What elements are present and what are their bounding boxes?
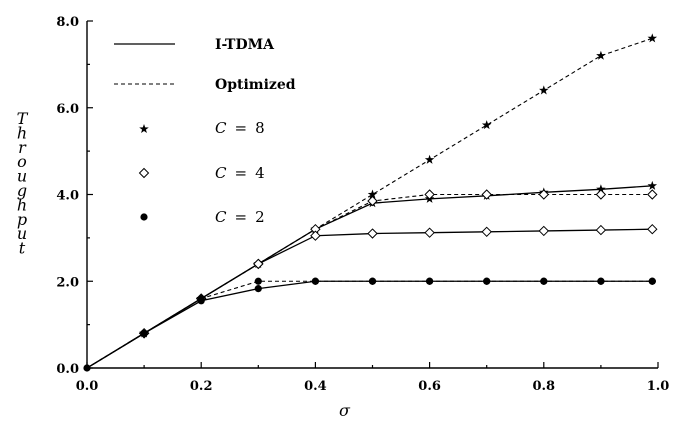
x-ticks: 0.0 0.2 0.4 0.6 0.8 1.0 xyxy=(76,362,670,394)
diamond-marker xyxy=(595,224,607,236)
legend-c4-var: C xyxy=(215,164,227,182)
circle-marker xyxy=(254,277,262,285)
diamond-marker xyxy=(647,223,658,235)
legend: I-TDMA Optimized C = 8 C = 4 C = 2 xyxy=(114,37,296,226)
x-tick-label: 0.8 xyxy=(532,379,555,394)
diamond-marker xyxy=(481,189,492,200)
star-marker xyxy=(481,120,492,130)
series-line-c4-i-tdma xyxy=(86,228,653,369)
star-marker xyxy=(647,180,658,190)
y-title-letter: T xyxy=(17,109,29,128)
diamond-marker xyxy=(424,189,435,200)
legend-label-optimized: Optimized xyxy=(215,77,296,93)
diamond-marker xyxy=(647,189,658,200)
series-line-c8-optimized xyxy=(86,37,653,369)
y-tick-label: 6.0 xyxy=(56,102,79,117)
legend-c8-value: 8 xyxy=(255,119,265,137)
circle-marker xyxy=(648,277,656,285)
y-tick-label: 4.0 xyxy=(56,189,79,204)
diamond-marker xyxy=(138,167,150,179)
diamond-marker xyxy=(595,189,607,200)
circle-marker xyxy=(83,364,91,372)
legend-c8-var: C xyxy=(215,119,227,137)
circle-marker xyxy=(597,277,605,285)
diamond-marker xyxy=(310,230,321,241)
series-markers xyxy=(83,33,658,372)
y-title-letter: r xyxy=(18,138,27,157)
y-ticks: 0.0 2.0 4.0 6.0 8.0 xyxy=(56,15,93,377)
circle-marker xyxy=(540,277,548,285)
y-title-letter: o xyxy=(17,152,27,171)
legend-c4-value: 4 xyxy=(255,164,265,182)
circle-marker xyxy=(197,297,205,305)
legend-label-c2: C = 2 xyxy=(215,208,265,226)
y-title-letter: u xyxy=(17,167,27,186)
series-line-c2-i-tdma xyxy=(86,280,653,369)
x-tick-label: 1.0 xyxy=(647,379,670,394)
legend-label-c8: C = 8 xyxy=(215,119,265,137)
star-marker xyxy=(647,33,658,43)
y-tick-label: 0.0 xyxy=(56,362,79,377)
y-title-letter: g xyxy=(17,181,27,200)
legend-c8-eq: = xyxy=(234,119,247,137)
x-tick-label: 0.2 xyxy=(190,379,213,394)
star-marker xyxy=(367,189,378,199)
diamond-marker xyxy=(253,258,264,270)
legend-label-i-tdma: I-TDMA xyxy=(215,37,275,53)
y-title-letter: h xyxy=(17,123,27,142)
x-tick-label: 0.4 xyxy=(304,379,327,394)
star-marker xyxy=(596,184,606,194)
diamond-marker xyxy=(424,227,435,238)
legend-circle-marker xyxy=(140,213,148,221)
circle-marker xyxy=(368,277,377,285)
circle-marker xyxy=(483,277,491,285)
circle-marker xyxy=(426,277,434,285)
x-tick-label: 0.0 xyxy=(76,379,99,394)
legend-c2-eq: = xyxy=(234,208,247,226)
x-tick-label: 0.6 xyxy=(418,379,441,394)
series-line-c8-i-tdma xyxy=(86,185,653,369)
legend-label-c4: C = 4 xyxy=(215,164,265,182)
y-title-letter: h xyxy=(17,195,27,214)
legend-star-marker xyxy=(139,124,149,134)
diamond-marker xyxy=(538,189,550,200)
circle-marker xyxy=(311,277,319,285)
circle-marker xyxy=(140,213,148,221)
star-marker xyxy=(139,124,149,134)
star-marker xyxy=(539,85,549,95)
star-marker xyxy=(424,154,435,164)
circle-marker xyxy=(254,285,262,293)
legend-c4-eq: = xyxy=(234,164,247,182)
star-marker xyxy=(596,50,606,60)
y-tick-label: 8.0 xyxy=(56,15,79,30)
y-tick-label: 2.0 xyxy=(56,275,79,290)
legend-diamond-marker xyxy=(138,167,150,179)
diamond-marker xyxy=(538,225,550,237)
legend-c2-var: C xyxy=(215,208,227,226)
circle-marker xyxy=(140,329,148,337)
y-title-letter: u xyxy=(17,224,27,243)
x-axis-title: σ xyxy=(339,401,351,420)
diamond-marker xyxy=(367,195,378,207)
y-title-letter: p xyxy=(17,210,27,229)
diamond-marker xyxy=(367,228,378,239)
legend-c2-value: 2 xyxy=(255,208,265,226)
y-title-letter: t xyxy=(19,239,26,258)
diamond-marker xyxy=(481,226,492,238)
series-line-c2-optimized xyxy=(86,280,653,369)
